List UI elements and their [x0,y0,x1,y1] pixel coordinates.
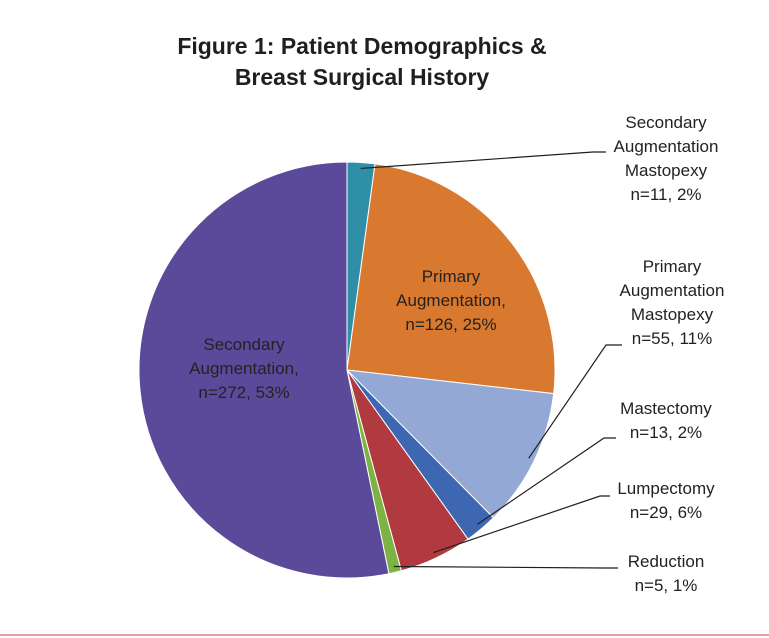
slice-label-line: Reduction [628,552,705,571]
leader-line-mastectomy [476,437,616,525]
slice-label-line: Primary [422,267,481,286]
chart-title-line-2: Breast Surgical History [235,64,490,90]
leader-line-primary-augmentation-mastopexy [528,344,622,459]
leader-line-secondary-augmentation-mastopexy [360,151,606,170]
slice-label-line: Lumpectomy [617,479,715,498]
pie-slice-primary-augmentation-mastopexy [345,369,555,519]
slice-label-line: Augmentation [620,281,725,300]
leader-lines [360,151,622,569]
slice-label-line: Mastopexy [625,161,708,180]
slice-label-mastectomy: Mastectomy n=13, 2% [620,399,712,442]
slice-label-line: n=11, 2% [630,185,701,204]
slice-label-line: Augmentation [614,137,719,156]
slice-label-line: Augmentation, [189,359,299,378]
leader-line-lumpectomy [433,495,610,554]
slice-label-line: Secondary [203,335,285,354]
slice-label-line: n=272, 53% [198,383,289,402]
pie-slice-primary-augmentation [346,163,556,395]
slice-label-primary-augmentation: Primary Augmentation, n=126, 25% [396,267,506,334]
slice-label-lumpectomy: Lumpectomy n=29, 6% [617,479,715,522]
slice-label-line: Augmentation, [396,291,506,310]
slice-label-line: Secondary [625,113,707,132]
slice-label-primary-augmentation-mastopexy: Primary Augmentation Mastopexy n=55, 11% [620,257,725,348]
slice-label-line: Mastectomy [620,399,712,418]
leader-line-reduction [393,565,618,569]
pie-slice-secondary-augmentation [138,161,390,579]
slice-label-secondary-augmentation: Secondary Augmentation, n=272, 53% [189,335,299,402]
slice-labels: Secondary Augmentation Mastopexy n=11, 2% Pr… [189,113,724,595]
slice-label-reduction: Reduction n=5, 1% [628,552,705,595]
slice-label-line: Primary [643,257,702,276]
chart-title-line-1: Figure 1: Patient Demographics & [177,33,546,59]
slice-label-line: n=126, 25% [405,315,496,334]
slice-label-line: Mastopexy [631,305,714,324]
slice-label-line: n=13, 2% [630,423,702,442]
slice-label-line: n=5, 1% [635,576,698,595]
slice-label-line: n=29, 6% [630,503,702,522]
slice-label-line: n=55, 11% [632,329,713,348]
pie-slices [138,161,556,579]
slice-label-secondary-augmentation-mastopexy: Secondary Augmentation Mastopexy n=11, 2% [614,113,719,204]
